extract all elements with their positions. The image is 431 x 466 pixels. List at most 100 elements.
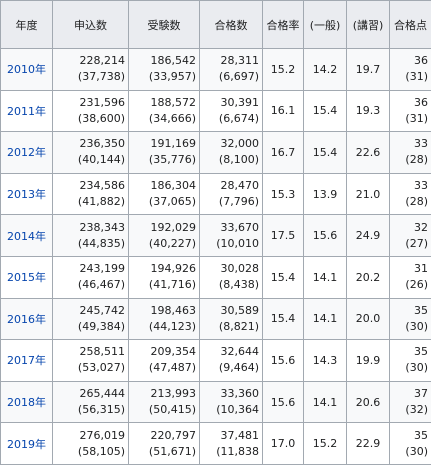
pass-rate-cell: 16.1	[262, 89, 304, 133]
course-rate-cell: 21.0	[346, 172, 390, 216]
passing-score-general: 36	[414, 95, 428, 109]
general-rate-cell: 15.2	[303, 422, 347, 465]
passed-cell: 33,360 (10,364	[199, 380, 263, 424]
passed-total: 28,311	[220, 54, 260, 68]
examinees-course: (34,666)	[148, 111, 196, 125]
header-year[interactable]: 年度	[0, 0, 53, 49]
examinees-total: 213,993	[150, 387, 197, 401]
applicants-total: 258,511	[79, 345, 126, 359]
table-row: 2011年 231,596 (38,600) 188,572 (34,666) 30,39…	[0, 89, 431, 133]
passed-course: (6,674)	[218, 111, 259, 125]
passed-cell: 30,589 (8,821)	[199, 297, 263, 341]
applicants-cell: 236,350 (40,144)	[52, 131, 129, 174]
pass-rate-cell: 17.5	[262, 214, 304, 257]
course-rate-cell: 20.0	[346, 297, 390, 341]
passed-total: 32,000	[220, 137, 260, 151]
year-link[interactable]: 2011年	[0, 89, 53, 133]
table-row: 2013年 234,586 (41,882) 186,304 (37,065) 28,47…	[0, 172, 431, 216]
passed-total: 30,028	[220, 262, 260, 276]
applicants-course: (38,600)	[77, 111, 125, 125]
passing-score-general: 36	[414, 54, 428, 68]
table-row: 2018年 265,444 (56,315) 213,993 (50,415) 33,36…	[0, 380, 431, 424]
general-rate-cell: 14.2	[303, 48, 347, 91]
header-course[interactable]: (講習)	[346, 0, 390, 49]
course-rate-cell: 19.3	[346, 89, 390, 133]
header-general[interactable]: (一般)	[303, 0, 347, 49]
year-link[interactable]: 2018年	[0, 380, 53, 424]
course-rate-cell: 22.6	[346, 131, 390, 174]
year-link[interactable]: 2013年	[0, 172, 53, 216]
examinees-total: 220,797	[150, 428, 197, 442]
examinees-total: 209,354	[150, 345, 197, 359]
applicants-total: 228,214	[79, 54, 126, 68]
header-applicants[interactable]: 申込数	[52, 0, 129, 49]
passing-score-cell: 35 (30)	[389, 422, 431, 465]
passing-score-course: (32)	[405, 403, 428, 417]
applicants-course: (40,144)	[77, 153, 125, 167]
examinees-cell: 213,993 (50,415)	[128, 380, 200, 424]
general-rate-cell: 14.1	[303, 255, 347, 299]
passed-course: (10,010	[216, 236, 259, 250]
year-link[interactable]: 2012年	[0, 131, 53, 174]
passing-score-course: (31)	[405, 70, 428, 84]
passing-score-general: 32	[414, 220, 428, 234]
passed-course: (9,464)	[218, 361, 259, 375]
applicants-cell: 245,742 (49,384)	[52, 297, 129, 341]
passing-score-course: (31)	[405, 111, 428, 125]
course-rate-cell: 24.9	[346, 214, 390, 257]
year-link[interactable]: 2017年	[0, 339, 53, 382]
header-pass-rate[interactable]: 合格率	[262, 0, 304, 49]
passing-score-cell: 37 (32)	[389, 380, 431, 424]
passing-score-course: (30)	[405, 444, 428, 458]
passing-score-general: 33	[414, 179, 428, 193]
passed-cell: 33,670 (10,010	[199, 214, 263, 257]
general-rate-cell: 14.1	[303, 297, 347, 341]
general-rate-cell: 15.6	[303, 214, 347, 257]
applicants-total: 236,350	[79, 137, 126, 151]
passed-course: (10,364	[216, 403, 259, 417]
year-link[interactable]: 2014年	[0, 214, 53, 257]
year-link[interactable]: 2016年	[0, 297, 53, 341]
examinees-course: (37,065)	[148, 195, 196, 209]
header-passing-score[interactable]: 合格点	[389, 0, 431, 49]
passed-cell: 30,028 (8,438)	[199, 255, 263, 299]
applicants-cell: 265,444 (56,315)	[52, 380, 129, 424]
applicants-cell: 243,199 (46,467)	[52, 255, 129, 299]
passing-score-cell: 35 (30)	[389, 297, 431, 341]
table-row: 2012年 236,350 (40,144) 191,169 (35,776) 32,00…	[0, 131, 431, 174]
table-row: 2019年 276,019 (58,105) 220,797 (51,671) 37,48…	[0, 422, 431, 465]
passing-score-course: (26)	[405, 278, 428, 292]
passing-score-cell: 32 (27)	[389, 214, 431, 257]
year-link[interactable]: 2010年	[0, 48, 53, 91]
year-link[interactable]: 2015年	[0, 255, 53, 299]
passed-cell: 32,644 (9,464)	[199, 339, 263, 382]
general-rate-cell: 14.3	[303, 339, 347, 382]
pass-rate-cell: 17.0	[262, 422, 304, 465]
pass-rate-cell: 15.6	[262, 339, 304, 382]
header-passed[interactable]: 合格数	[199, 0, 263, 49]
pass-rate-cell: 16.7	[262, 131, 304, 174]
examinees-cell: 191,169 (35,776)	[128, 131, 200, 174]
examinees-course: (44,123)	[148, 319, 196, 333]
examinees-cell: 209,354 (47,487)	[128, 339, 200, 382]
examinees-course: (50,415)	[148, 403, 196, 417]
examinees-cell: 188,572 (34,666)	[128, 89, 200, 133]
pass-rate-cell: 15.6	[262, 380, 304, 424]
passing-score-course: (28)	[405, 153, 428, 167]
passed-cell: 30,391 (6,674)	[199, 89, 263, 133]
applicants-total: 245,742	[79, 303, 126, 317]
header-examinees[interactable]: 受験数	[128, 0, 200, 49]
course-rate-cell: 22.9	[346, 422, 390, 465]
examinees-course: (41,716)	[148, 278, 196, 292]
passing-score-course: (30)	[405, 361, 428, 375]
applicants-total: 243,199	[79, 262, 126, 276]
examinees-course: (51,671)	[148, 444, 196, 458]
examinees-course: (40,227)	[148, 236, 196, 250]
passed-total: 33,360	[220, 387, 260, 401]
year-link[interactable]: 2019年	[0, 422, 53, 465]
course-rate-cell: 19.9	[346, 339, 390, 382]
applicants-course: (56,315)	[77, 403, 125, 417]
passed-cell: 28,311 (6,697)	[199, 48, 263, 91]
examinees-course: (33,957)	[148, 70, 196, 84]
examinees-total: 198,463	[150, 303, 197, 317]
